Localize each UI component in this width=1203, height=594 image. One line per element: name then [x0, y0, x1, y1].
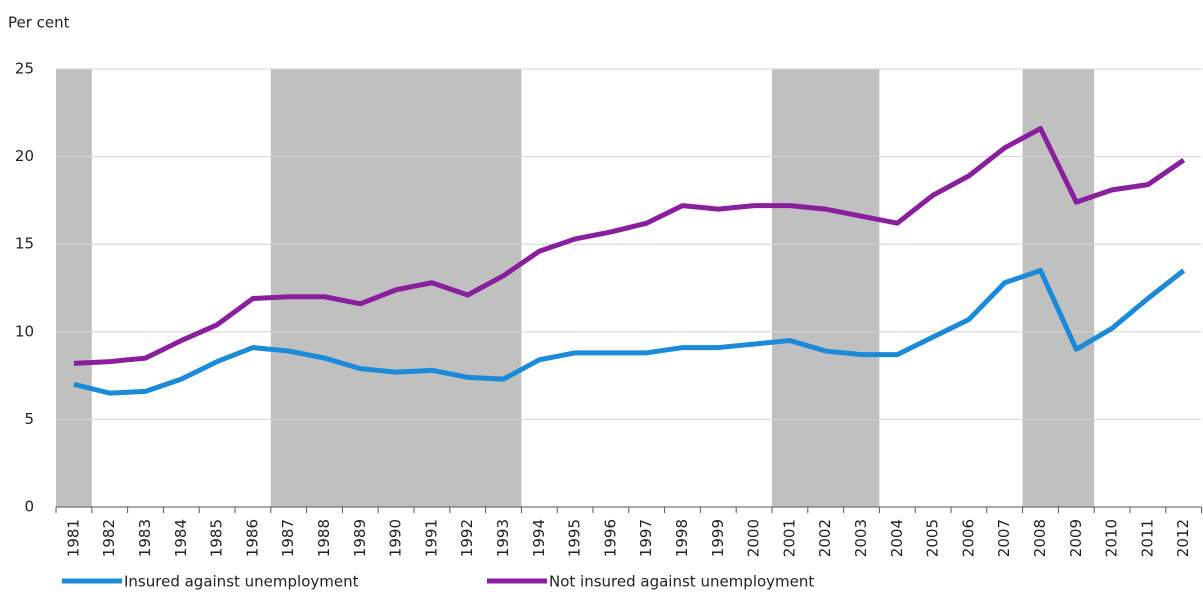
- x-tick-label: 2008: [1031, 519, 1049, 557]
- x-tick-label: 1983: [136, 519, 154, 557]
- x-tick-label: 1999: [709, 519, 727, 557]
- x-tick-label: 1998: [673, 519, 691, 557]
- x-tick-label: 2004: [888, 519, 906, 557]
- x-tick-label: 2007: [995, 519, 1013, 557]
- x-tick-label: 1990: [387, 519, 405, 557]
- x-tick-label: 1987: [279, 519, 297, 557]
- x-tick-label: 2011: [1138, 519, 1156, 557]
- x-tick-label: 2003: [852, 519, 870, 557]
- recession-shade: [772, 69, 880, 507]
- x-tick-label: 1994: [530, 519, 548, 557]
- series-line: [73, 126, 1186, 366]
- series-line: [73, 267, 1186, 396]
- x-tick-label: 2000: [745, 519, 763, 557]
- x-tick-label: 2010: [1103, 519, 1121, 557]
- x-tick-label: 1985: [208, 519, 226, 557]
- legend-label: Not insured against unemployment: [549, 573, 814, 591]
- x-tick-label: 1995: [566, 519, 584, 557]
- recession-shade: [56, 69, 92, 507]
- legend-label: Insured against unemployment: [124, 573, 359, 591]
- recession-shade: [1022, 69, 1095, 507]
- x-tick-label: 1981: [64, 519, 82, 557]
- y-tick-label: 5: [24, 410, 34, 428]
- x-tick-label: 2002: [816, 519, 834, 557]
- y-tick-label: 25: [15, 60, 34, 78]
- x-tick-label: 2005: [924, 519, 942, 557]
- x-tick-label: 1997: [637, 519, 655, 557]
- y-tick-label: 10: [15, 322, 34, 340]
- x-tick-label: 2006: [959, 519, 977, 557]
- x-tick-label: 1986: [243, 519, 261, 557]
- y-tick-label: 15: [15, 235, 34, 253]
- y-axis-label: Per cent: [8, 14, 70, 32]
- x-tick-label: 1989: [351, 519, 369, 557]
- x-tick-label: 2009: [1067, 519, 1085, 557]
- x-tick-label: 2001: [780, 519, 798, 557]
- x-tick-label: 1991: [422, 519, 440, 557]
- y-tick-label: 20: [15, 147, 34, 165]
- x-tick-label: 1988: [315, 519, 333, 557]
- x-tick-label: 2012: [1174, 519, 1192, 557]
- x-tick-label: 1996: [601, 519, 619, 557]
- x-tick-label: 1984: [172, 519, 190, 557]
- x-tick-label: 1982: [100, 519, 118, 557]
- y-tick-label: 0: [24, 498, 34, 516]
- x-tick-label: 1993: [494, 519, 512, 557]
- x-tick-label: 1992: [458, 519, 476, 557]
